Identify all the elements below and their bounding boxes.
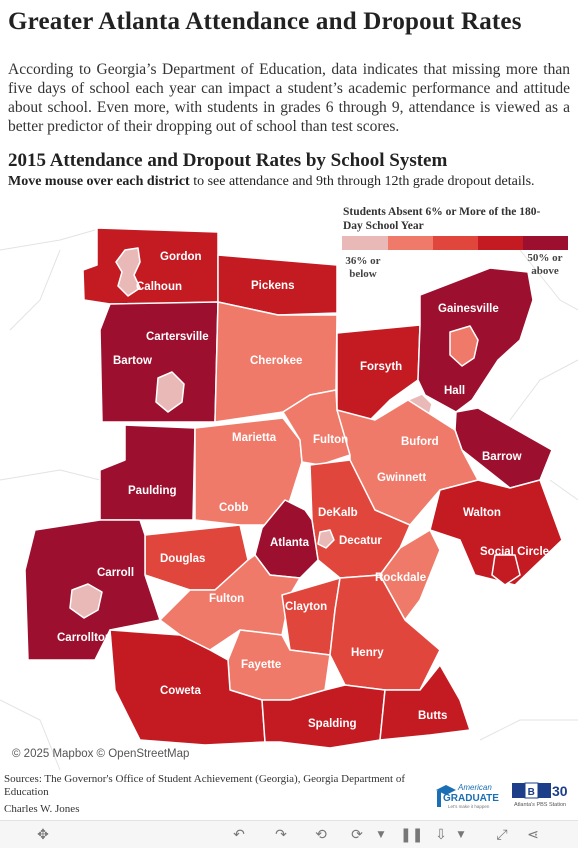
pba-letters: PBA bbox=[513, 787, 550, 798]
label-coweta: Coweta bbox=[160, 685, 202, 697]
redo-icon[interactable]: ↷ bbox=[275, 827, 287, 843]
label-cartersville: Cartersville bbox=[146, 331, 209, 343]
district-calhoun[interactable] bbox=[115, 247, 141, 297]
district-walton[interactable] bbox=[429, 479, 563, 586]
label-decatur: Decatur bbox=[339, 535, 382, 547]
district-bartow[interactable] bbox=[99, 301, 219, 423]
share-icon[interactable]: ⋖ bbox=[527, 827, 539, 843]
label-calhoun: Calhoun bbox=[136, 281, 182, 293]
instruction-text: Move mouse over each district to see att… bbox=[8, 173, 568, 190]
district-butts[interactable] bbox=[379, 664, 471, 741]
ag-logo-tag: Let's make it happen bbox=[448, 804, 490, 809]
label-forsyth: Forsyth bbox=[360, 361, 402, 373]
legend-high-label: 50% or above bbox=[527, 252, 563, 277]
district-pickens[interactable] bbox=[217, 254, 338, 316]
label-fayette: Fayette bbox=[241, 659, 281, 671]
label-barrow: Barrow bbox=[482, 451, 522, 463]
download-icon[interactable]: ⇩ bbox=[435, 827, 447, 843]
label-clayton: Clayton bbox=[285, 601, 327, 613]
pause-icon[interactable]: ❚❚ bbox=[400, 827, 424, 843]
label-gwinnett: Gwinnett bbox=[377, 472, 426, 484]
district-cartersville[interactable] bbox=[155, 371, 185, 413]
instruction-bold: Move mouse over each district bbox=[8, 174, 190, 189]
ag-logo-top: American bbox=[457, 783, 492, 792]
map-attribution[interactable]: © 2025 Mapbox © OpenStreetMap bbox=[12, 748, 190, 760]
district-decatur[interactable] bbox=[317, 529, 335, 549]
move-icon[interactable]: ✥ bbox=[37, 827, 49, 843]
legend-swatch-3 bbox=[433, 236, 478, 250]
instruction-rest: to see attendance and 9th through 12th g… bbox=[189, 174, 535, 189]
revert-icon[interactable]: ⟲ bbox=[315, 827, 327, 843]
author-name: Charles W. Jones bbox=[4, 803, 80, 815]
ag-logo-main: GRADUATE bbox=[443, 793, 499, 804]
legend-swatch-4 bbox=[478, 236, 523, 250]
label-cobb: Cobb bbox=[219, 502, 248, 514]
label-marietta: Marietta bbox=[232, 432, 277, 444]
intro-paragraph: According to Georgia’s Department of Edu… bbox=[8, 61, 570, 135]
download-chevron-icon[interactable]: ▼ bbox=[457, 830, 465, 840]
label-atlanta: Atlanta bbox=[270, 537, 310, 549]
legend-title: Students Absent 6% or More of the 180-Da… bbox=[343, 206, 541, 232]
label-cherokee: Cherokee bbox=[250, 355, 302, 367]
label-henry: Henry bbox=[351, 647, 384, 659]
label-pickens: Pickens bbox=[251, 280, 294, 292]
chevron-down-icon[interactable]: ▼ bbox=[377, 830, 385, 840]
pba30-logo: PBA 30 Atlanta's PBS Station bbox=[512, 782, 568, 808]
label-gordon: Gordon bbox=[160, 251, 202, 263]
label-social-circle: Social Circle bbox=[480, 546, 549, 558]
label-gainesville: Gainesville bbox=[438, 303, 499, 315]
label-paulding: Paulding bbox=[128, 485, 177, 497]
label-fulton-north: Fulton bbox=[313, 434, 348, 446]
page-title: Greater Atlanta Attendance and Dropout R… bbox=[8, 8, 522, 35]
label-carrollton: Carrollton bbox=[57, 632, 112, 644]
legend-swatch-2 bbox=[388, 236, 433, 250]
undo-icon[interactable]: ↶ bbox=[233, 827, 245, 843]
label-bartow: Bartow bbox=[113, 355, 152, 367]
sources-text: Sources: The Governor's Office of Studen… bbox=[4, 773, 406, 798]
label-buford: Buford bbox=[401, 436, 439, 448]
american-graduate-logo: American GRADUATE Let's make it happen bbox=[436, 783, 499, 809]
refresh-icon[interactable]: ⟳ bbox=[351, 827, 363, 843]
background-roads bbox=[0, 229, 578, 770]
district-labels: Gordon Calhoun Pickens Gainesville Carte… bbox=[57, 251, 549, 730]
pba-tag: Atlanta's PBS Station bbox=[514, 802, 566, 808]
pba-number: 30 bbox=[552, 783, 568, 799]
district-gainesville-city[interactable] bbox=[449, 325, 479, 367]
district-carrollton[interactable] bbox=[69, 583, 103, 619]
label-douglas: Douglas bbox=[160, 553, 205, 565]
label-spalding: Spalding bbox=[308, 718, 357, 730]
label-butts: Butts bbox=[418, 710, 447, 722]
legend-swatch-5 bbox=[523, 236, 568, 250]
fullscreen-icon[interactable]: ⤢ bbox=[496, 827, 508, 843]
district-marietta-cobb[interactable] bbox=[194, 417, 303, 526]
label-carroll: Carroll bbox=[97, 567, 134, 579]
label-hall: Hall bbox=[444, 385, 465, 397]
legend-swatch-1 bbox=[342, 236, 388, 250]
label-fulton-south: Fulton bbox=[209, 593, 244, 605]
label-rockdale: Rockdale bbox=[375, 572, 426, 584]
map-title: 2015 Attendance and Dropout Rates by Sch… bbox=[8, 150, 448, 171]
viz-toolbar: ✥ ↶ ↷ ⟲ ⟳ ▼ ❚❚ ⇩ ▼ ⤢ ⋖ bbox=[0, 820, 578, 848]
label-walton: Walton bbox=[463, 507, 501, 519]
district-map[interactable]: Gordon Calhoun Pickens Gainesville Carte… bbox=[0, 210, 578, 770]
label-dekalb: DeKalb bbox=[318, 507, 358, 519]
legend-low-label: 36% or below bbox=[345, 255, 381, 280]
district-social-circle[interactable] bbox=[491, 554, 521, 586]
